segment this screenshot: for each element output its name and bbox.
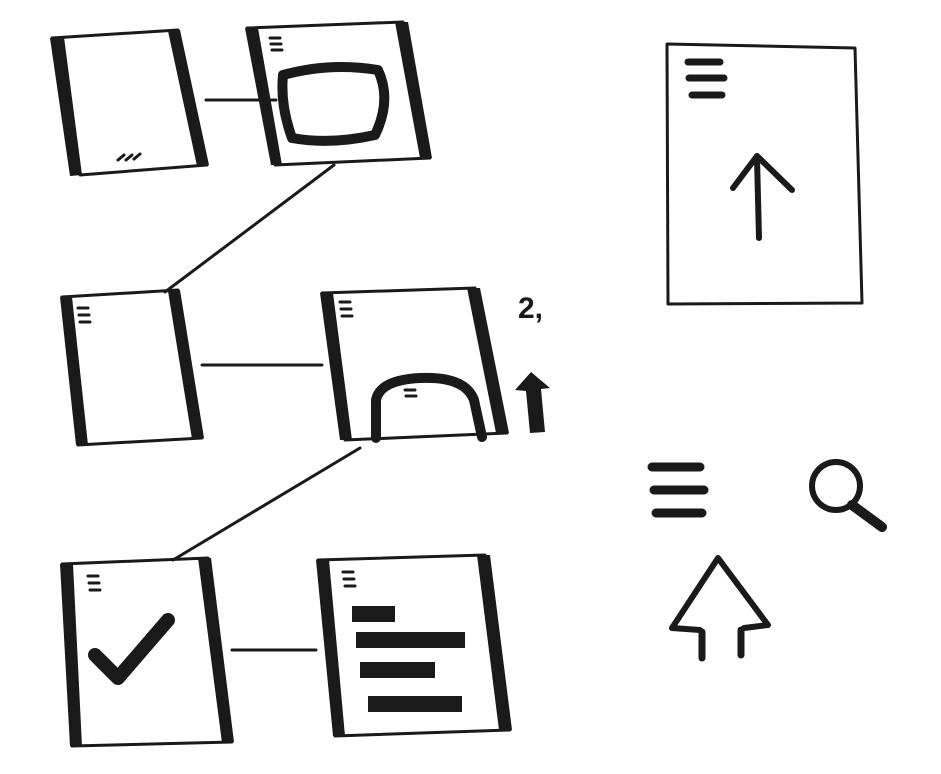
connector <box>163 163 336 294</box>
upload-icon <box>669 555 771 662</box>
annotation: 2, <box>518 292 543 325</box>
screen-frame <box>60 288 204 447</box>
screen-frame <box>60 556 234 748</box>
screen-frame <box>665 42 864 306</box>
search-icon <box>809 459 887 532</box>
connector <box>171 446 362 562</box>
screen-frame <box>245 20 432 167</box>
screen-frame <box>316 553 512 738</box>
menu-icon <box>647 462 709 518</box>
screen-frame <box>320 286 550 443</box>
screen-frame <box>50 28 209 177</box>
